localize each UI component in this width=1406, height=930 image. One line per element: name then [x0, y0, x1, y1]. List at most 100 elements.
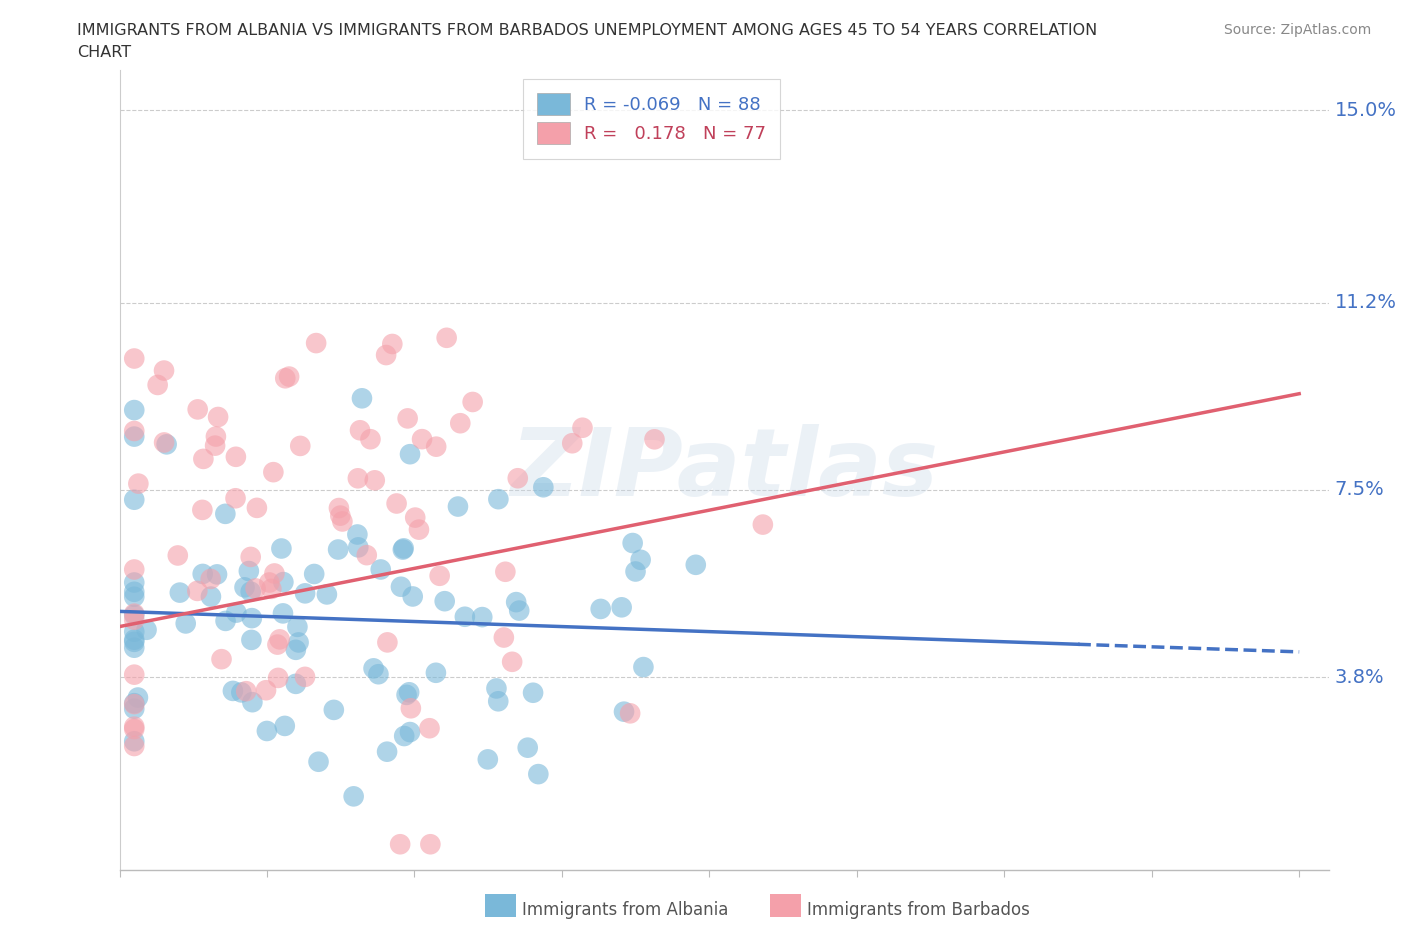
Point: [127, 476, 149, 491]
Text: CHART: CHART: [77, 45, 131, 60]
Point: [494, 565, 516, 579]
Point: [273, 575, 295, 590]
Text: Immigrants from Barbados: Immigrants from Barbados: [807, 900, 1031, 919]
Point: [486, 492, 509, 507]
Point: [454, 609, 477, 624]
Point: [589, 602, 612, 617]
Point: [122, 697, 145, 711]
Point: [347, 471, 370, 485]
Point: [122, 719, 145, 734]
Point: [122, 701, 145, 716]
Point: [122, 584, 145, 599]
Point: [398, 684, 420, 699]
Point: [166, 548, 188, 563]
Point: [122, 606, 145, 621]
Point: [449, 416, 471, 431]
Point: [225, 491, 247, 506]
Point: [399, 724, 422, 739]
Point: [375, 348, 398, 363]
Point: [392, 542, 415, 557]
Point: [200, 589, 222, 604]
Point: [425, 439, 447, 454]
Point: [621, 536, 644, 551]
Point: [122, 607, 145, 622]
Point: [527, 766, 550, 781]
Point: [294, 586, 316, 601]
Point: [429, 568, 451, 583]
Point: [122, 575, 145, 590]
Point: [122, 640, 145, 655]
Text: IMMIGRANTS FROM ALBANIA VS IMMIGRANTS FROM BARBADOS UNEMPLOYMENT AMONG AGES 45 T: IMMIGRANTS FROM ALBANIA VS IMMIGRANTS FR…: [77, 23, 1098, 38]
Point: [610, 600, 633, 615]
Point: [122, 667, 145, 682]
Point: [492, 631, 515, 645]
Point: [153, 435, 176, 450]
Point: [262, 465, 284, 480]
Point: [477, 752, 499, 767]
Point: [752, 517, 775, 532]
Point: [122, 696, 145, 711]
Point: [245, 581, 267, 596]
Point: [290, 438, 312, 453]
Point: [506, 471, 529, 485]
Point: [389, 837, 412, 852]
Text: Source: ZipAtlas.com: Source: ZipAtlas.com: [1223, 23, 1371, 37]
Point: [211, 652, 233, 667]
Point: [419, 837, 441, 852]
Point: [326, 542, 349, 557]
Point: [169, 585, 191, 600]
Point: [350, 391, 373, 405]
Point: [239, 584, 262, 599]
Point: [408, 522, 430, 537]
Point: [127, 690, 149, 705]
Point: [122, 624, 145, 639]
Point: [346, 527, 368, 542]
Point: [225, 605, 247, 620]
Point: [266, 637, 288, 652]
Point: [135, 622, 157, 637]
Point: [122, 612, 145, 627]
Point: [522, 685, 544, 700]
Point: [516, 740, 538, 755]
Text: 7.5%: 7.5%: [1334, 481, 1385, 499]
Point: [508, 604, 530, 618]
Point: [501, 655, 523, 670]
Point: [377, 635, 399, 650]
Point: [270, 541, 292, 556]
Point: [305, 336, 328, 351]
Point: [343, 789, 366, 804]
Point: [239, 550, 262, 565]
Text: 11.2%: 11.2%: [1334, 293, 1396, 312]
Point: [315, 587, 337, 602]
Point: [347, 540, 370, 555]
Point: [395, 687, 418, 702]
Point: [329, 508, 352, 523]
Point: [328, 500, 350, 515]
Point: [274, 371, 297, 386]
Legend: R = -0.069   N = 88, R =   0.178   N = 77: R = -0.069 N = 88, R = 0.178 N = 77: [523, 79, 780, 159]
Point: [630, 552, 652, 567]
Point: [122, 738, 145, 753]
Point: [122, 632, 145, 647]
Point: [225, 449, 247, 464]
Point: [278, 369, 301, 384]
Point: [240, 632, 263, 647]
Point: [122, 562, 145, 577]
Point: [349, 423, 371, 438]
Point: [436, 330, 458, 345]
Point: [418, 721, 440, 736]
Point: [214, 507, 236, 522]
Point: [271, 606, 294, 621]
Point: [187, 402, 209, 417]
Point: [146, 378, 169, 392]
Point: [302, 566, 325, 581]
Point: [259, 575, 281, 590]
Point: [222, 684, 245, 698]
Point: [364, 472, 387, 487]
Point: [122, 492, 145, 507]
Point: [122, 429, 145, 444]
Point: [205, 567, 228, 582]
Point: [287, 619, 309, 634]
Text: 15.0%: 15.0%: [1334, 100, 1396, 120]
Point: [685, 557, 707, 572]
